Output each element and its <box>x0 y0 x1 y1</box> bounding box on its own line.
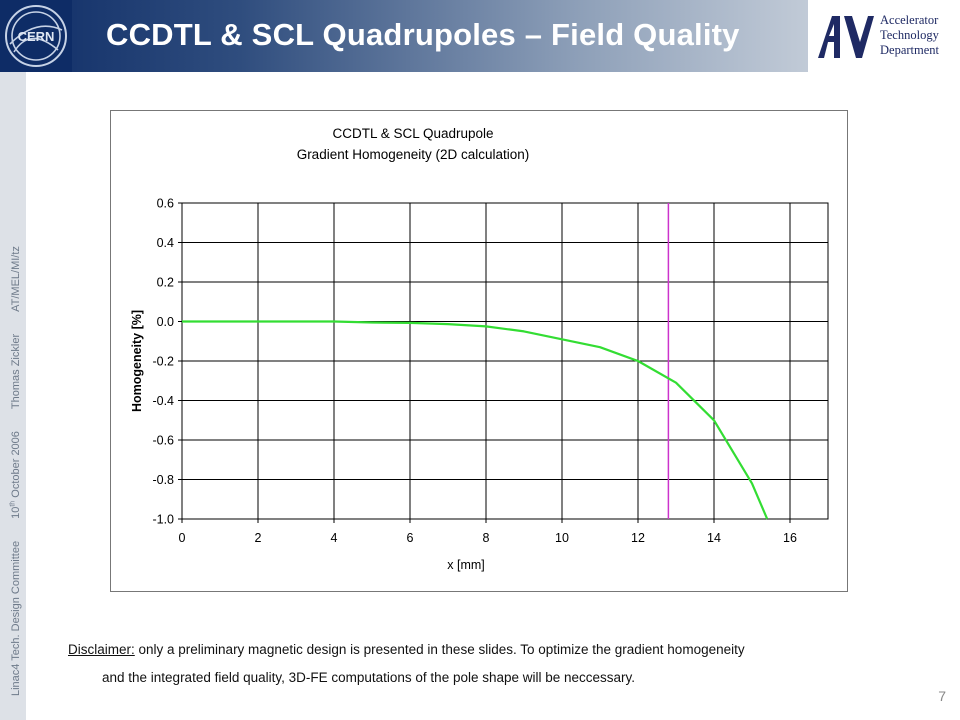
disclaimer-text-line2: and the integrated field quality, 3D-FE … <box>102 670 636 685</box>
sidebar-committee: Linac4 Tech. Design Committee <box>9 540 22 696</box>
y-tick-label: 0.0 <box>157 315 174 329</box>
slide-header: CERN CCDTL & SCL Quadrupoles – Field Qua… <box>0 0 960 72</box>
slide-title: CCDTL & SCL Quadrupoles – Field Quality <box>106 17 740 52</box>
page-number: 7 <box>938 688 946 704</box>
y-tick-label: 0.4 <box>157 236 174 250</box>
x-tick-label: 16 <box>783 531 797 545</box>
x-tick-label: 12 <box>631 531 645 545</box>
chart-tick-labels: 0 2 4 6 8 10 12 14 16 0.6 0.4 0.2 0.0 -0.2 -0.4 -0.6 -0.… <box>152 197 797 546</box>
x-tick-label: 6 <box>407 531 414 545</box>
homogeneity-chart: CCDTL & SCL Quadrupole Gradient Homogene… <box>130 126 829 572</box>
y-tick-label: 0.6 <box>157 197 174 211</box>
chart-frame: CCDTL & SCL Quadrupole Gradient Homogene… <box>110 110 848 592</box>
y-tick-label: 0.2 <box>157 276 174 290</box>
sidebar-reference: AT/MEL/MI/tz <box>9 246 22 312</box>
x-tick-label: 0 <box>179 531 186 545</box>
sidebar-author: Thomas Zickler <box>9 333 22 410</box>
chart-title-line1: CCDTL & SCL Quadrupole <box>332 126 493 141</box>
y-tick-label: -0.6 <box>152 434 174 448</box>
chart-x-axis-label: x [mm] <box>447 558 485 572</box>
x-tick-label: 8 <box>483 531 490 545</box>
homogeneity-curve <box>182 320 769 520</box>
cern-logo: CERN <box>0 0 72 72</box>
y-tick-label: -0.4 <box>152 394 174 408</box>
dept-logo-line3: Department <box>880 43 940 57</box>
dept-logo-line2: Technology <box>880 28 939 42</box>
sidebar <box>0 72 26 720</box>
y-tick-label: -0.2 <box>152 355 174 369</box>
chart-series-group <box>182 320 769 520</box>
x-tick-label: 4 <box>331 531 338 545</box>
sidebar-date: 10th October 2006 <box>9 431 22 519</box>
disclaimer-text-line1: only a preliminary magnetic design is pr… <box>134 642 745 657</box>
dept-logo-text: Accelerator Technology Department <box>880 13 960 58</box>
y-tick-label: -1.0 <box>152 513 174 527</box>
x-tick-label: 2 <box>255 531 262 545</box>
sidebar-footer-text: Linac4 Tech. Design Committee 10th Octobe… <box>4 86 25 696</box>
chart-grid <box>178 202 829 523</box>
chart-y-axis-label: Homogeneity [%] <box>130 310 144 412</box>
x-tick-label: 10 <box>555 531 569 545</box>
disclaimer: Disclaimer: only a preliminary magnetic … <box>68 636 928 692</box>
x-tick-label: 14 <box>707 531 721 545</box>
chart-title-line2: Gradient Homogeneity (2D calculation) <box>297 147 530 162</box>
at-logo-mark-icon <box>818 16 874 58</box>
cern-logo-text: CERN <box>18 29 55 44</box>
y-tick-label: -0.8 <box>152 473 174 487</box>
disclaimer-label: Disclaimer: <box>68 642 135 657</box>
dept-logo-line1: Accelerator <box>880 13 939 27</box>
accelerator-technology-department-logo: Accelerator Technology Department <box>808 0 960 72</box>
